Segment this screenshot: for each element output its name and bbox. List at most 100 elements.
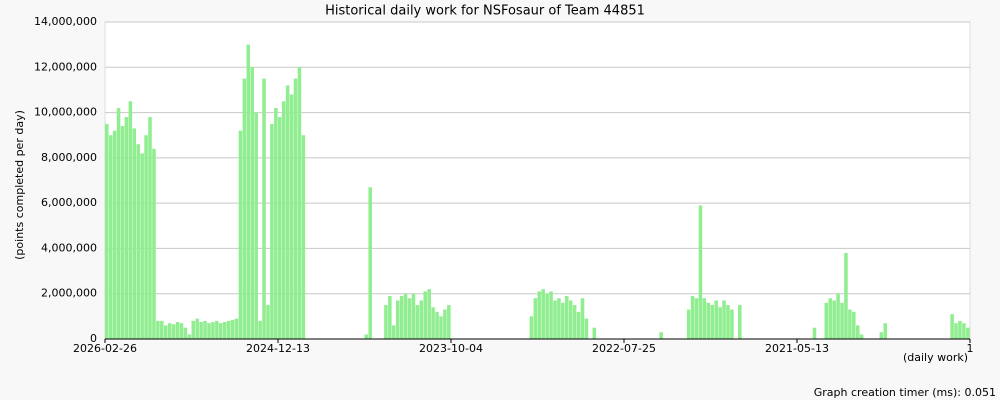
bar xyxy=(427,289,431,339)
bar xyxy=(824,302,829,339)
bar xyxy=(203,320,207,339)
bar xyxy=(836,293,840,339)
bar xyxy=(962,323,966,339)
bar xyxy=(112,130,117,339)
bar xyxy=(439,316,443,339)
bar xyxy=(447,305,451,339)
bar xyxy=(722,300,726,339)
bar xyxy=(191,320,196,339)
bar xyxy=(848,309,852,339)
bar xyxy=(156,320,160,339)
bar xyxy=(395,300,400,339)
bar xyxy=(419,300,424,339)
bar xyxy=(160,320,164,339)
bar xyxy=(435,311,439,339)
bar xyxy=(403,293,408,339)
bar xyxy=(545,293,549,339)
bar xyxy=(278,117,282,339)
footer: Graph creation timer (ms): 0.051 xyxy=(814,386,996,399)
bar xyxy=(529,316,534,339)
chart-title: Historical daily work for NSFosaur of Te… xyxy=(325,4,645,19)
bar xyxy=(415,305,420,339)
bar xyxy=(222,322,227,339)
bar xyxy=(297,67,302,340)
bar xyxy=(219,323,223,339)
y-tick-label: 14,000,000 xyxy=(34,15,97,28)
bar xyxy=(108,135,113,339)
bar xyxy=(686,309,691,339)
bar xyxy=(966,327,970,339)
bar xyxy=(293,78,298,339)
bar xyxy=(140,153,144,339)
y-tick-label: 8,000,000 xyxy=(41,151,97,164)
bar xyxy=(852,311,856,339)
x-axis-label: (daily work) xyxy=(903,351,968,364)
bar xyxy=(281,101,286,339)
bar xyxy=(187,334,192,339)
bar xyxy=(234,318,239,339)
bar xyxy=(710,305,715,339)
bar xyxy=(859,334,864,339)
bar xyxy=(553,300,557,339)
bar xyxy=(211,322,215,339)
bar xyxy=(954,323,958,339)
bar xyxy=(195,318,199,339)
bar xyxy=(399,295,404,339)
bar xyxy=(171,324,176,339)
y-tick-label: 2,000,000 xyxy=(41,287,97,300)
y-axis-label: (points completed per day) xyxy=(13,110,26,260)
bar xyxy=(128,101,133,339)
bar xyxy=(148,117,152,339)
bar xyxy=(238,130,243,339)
bar xyxy=(584,318,589,339)
bar xyxy=(557,298,561,339)
bar xyxy=(702,298,707,339)
y-tick-label: 10,000,000 xyxy=(34,106,97,119)
y-tick-label: 6,000,000 xyxy=(41,196,97,209)
bar xyxy=(262,78,266,339)
bar xyxy=(828,298,832,339)
bar xyxy=(215,320,219,339)
bar xyxy=(958,320,962,339)
bar xyxy=(120,126,125,340)
bar xyxy=(207,323,211,339)
bar xyxy=(840,302,844,339)
bar xyxy=(258,320,262,339)
bar xyxy=(423,291,428,339)
bar xyxy=(883,323,888,339)
bar xyxy=(183,327,188,339)
bar xyxy=(698,205,703,339)
bar xyxy=(136,144,140,339)
bar xyxy=(879,332,884,339)
bar xyxy=(855,325,860,339)
bar xyxy=(384,305,388,339)
bar xyxy=(230,319,235,339)
bar xyxy=(576,311,581,339)
bar xyxy=(285,85,290,340)
bar xyxy=(250,67,255,340)
bar xyxy=(580,298,585,339)
bar xyxy=(950,314,954,339)
bar xyxy=(289,94,294,339)
bar xyxy=(270,123,274,340)
x-tick-label: 2024-12-13 xyxy=(246,342,310,355)
bar xyxy=(163,325,168,339)
bar xyxy=(718,307,722,339)
bar xyxy=(431,307,435,339)
bar xyxy=(242,78,247,339)
bar xyxy=(443,309,447,339)
bar xyxy=(690,295,695,339)
bar xyxy=(568,300,573,339)
bar xyxy=(533,298,538,339)
bar xyxy=(124,117,129,339)
bar xyxy=(132,128,137,339)
bar xyxy=(706,302,711,339)
bar xyxy=(199,322,203,339)
y-tick-label: 12,000,000 xyxy=(34,60,97,73)
bar xyxy=(167,323,172,339)
bar xyxy=(301,135,306,339)
bar xyxy=(254,112,258,339)
bar xyxy=(549,291,553,339)
